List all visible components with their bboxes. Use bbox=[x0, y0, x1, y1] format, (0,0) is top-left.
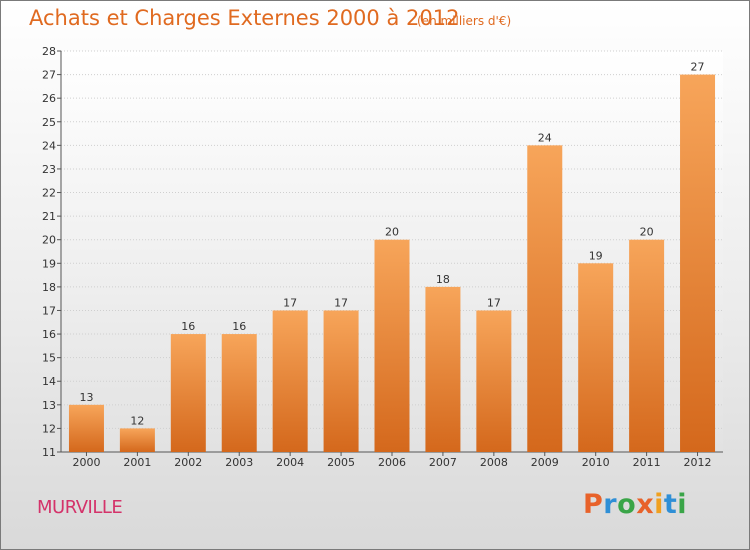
y-tick-label: 22 bbox=[42, 187, 56, 200]
logo-letter: t bbox=[663, 489, 678, 520]
data-label: 13 bbox=[79, 391, 93, 404]
bar bbox=[119, 428, 155, 452]
data-label: 17 bbox=[283, 296, 297, 309]
proxiti-logo: Proxiti bbox=[583, 489, 687, 520]
bar bbox=[527, 145, 563, 452]
axes: 11 12 13 14 15 16 17 18 19 20 21 22 23 24 25 26 27 28 2000… bbox=[42, 45, 723, 469]
x-tick-label: 2004 bbox=[276, 456, 304, 469]
bar bbox=[629, 239, 665, 452]
y-tick-label: 19 bbox=[42, 257, 56, 270]
logo-letter: i bbox=[677, 489, 688, 520]
chart-unit: (en milliers d'€) bbox=[417, 14, 512, 28]
y-tick-label: 16 bbox=[42, 328, 56, 341]
x-tick-label: 2009 bbox=[531, 456, 559, 469]
x-tick-label: 2002 bbox=[174, 456, 202, 469]
x-tick-label: 2007 bbox=[429, 456, 457, 469]
data-label: 19 bbox=[589, 249, 603, 262]
y-tick-label: 28 bbox=[42, 45, 56, 58]
x-tick-label: 2001 bbox=[123, 456, 151, 469]
data-label: 27 bbox=[691, 61, 705, 74]
y-tick-label: 12 bbox=[42, 422, 56, 435]
y-tick-label: 25 bbox=[42, 116, 56, 129]
place-name: MURVILLE bbox=[37, 497, 123, 518]
y-tick-label: 24 bbox=[42, 139, 56, 152]
y-tick-label: 26 bbox=[42, 92, 56, 105]
bar bbox=[425, 286, 461, 452]
logo-letter: o bbox=[617, 489, 637, 520]
logo-letter: i bbox=[654, 489, 664, 520]
x-tick-label: 2003 bbox=[225, 456, 253, 469]
bar bbox=[578, 263, 614, 452]
y-tick-label: 14 bbox=[42, 375, 56, 388]
data-label: 20 bbox=[640, 226, 654, 239]
y-tick-label: 27 bbox=[42, 69, 56, 82]
y-tick-label: 18 bbox=[42, 281, 56, 294]
x-tick-label: 2006 bbox=[378, 456, 406, 469]
data-label: 17 bbox=[487, 296, 501, 309]
data-label: 20 bbox=[385, 226, 399, 239]
y-tick-label: 20 bbox=[42, 234, 56, 247]
y-tick-label: 15 bbox=[42, 352, 56, 365]
bar bbox=[68, 404, 104, 452]
bar bbox=[323, 310, 359, 452]
data-label: 12 bbox=[130, 414, 144, 427]
x-tick-label: 2005 bbox=[327, 456, 355, 469]
data-label: 16 bbox=[181, 320, 195, 333]
bar bbox=[272, 310, 308, 452]
x-tick-label: 2000 bbox=[72, 456, 100, 469]
y-tick-label: 21 bbox=[42, 210, 56, 223]
x-tick-label: 2012 bbox=[684, 456, 712, 469]
data-label: 18 bbox=[436, 273, 450, 286]
bar bbox=[221, 334, 257, 452]
y-tick-label: 13 bbox=[42, 399, 56, 412]
y-tick-label: 17 bbox=[42, 304, 56, 317]
x-tick-label: 2011 bbox=[633, 456, 661, 469]
bar bbox=[374, 239, 410, 452]
logo-letter: P bbox=[583, 489, 604, 520]
data-label: 24 bbox=[538, 131, 552, 144]
logo-letter: x bbox=[636, 489, 655, 520]
y-tick-label: 23 bbox=[42, 163, 56, 176]
bar bbox=[170, 334, 206, 452]
bar bbox=[476, 310, 512, 452]
logo-letter: r bbox=[603, 489, 618, 520]
x-tick-label: 2008 bbox=[480, 456, 508, 469]
bars: 13 12 16 16 17 17 20 18 17 24 19 20 27 bbox=[68, 61, 716, 453]
data-label: 16 bbox=[232, 320, 246, 333]
chart-title: Achats et Charges Externes 2000 à 2012 bbox=[29, 6, 460, 30]
x-tick-label: 2010 bbox=[582, 456, 610, 469]
bar bbox=[680, 74, 716, 453]
data-label: 17 bbox=[334, 296, 348, 309]
y-tick-label: 11 bbox=[42, 446, 56, 459]
